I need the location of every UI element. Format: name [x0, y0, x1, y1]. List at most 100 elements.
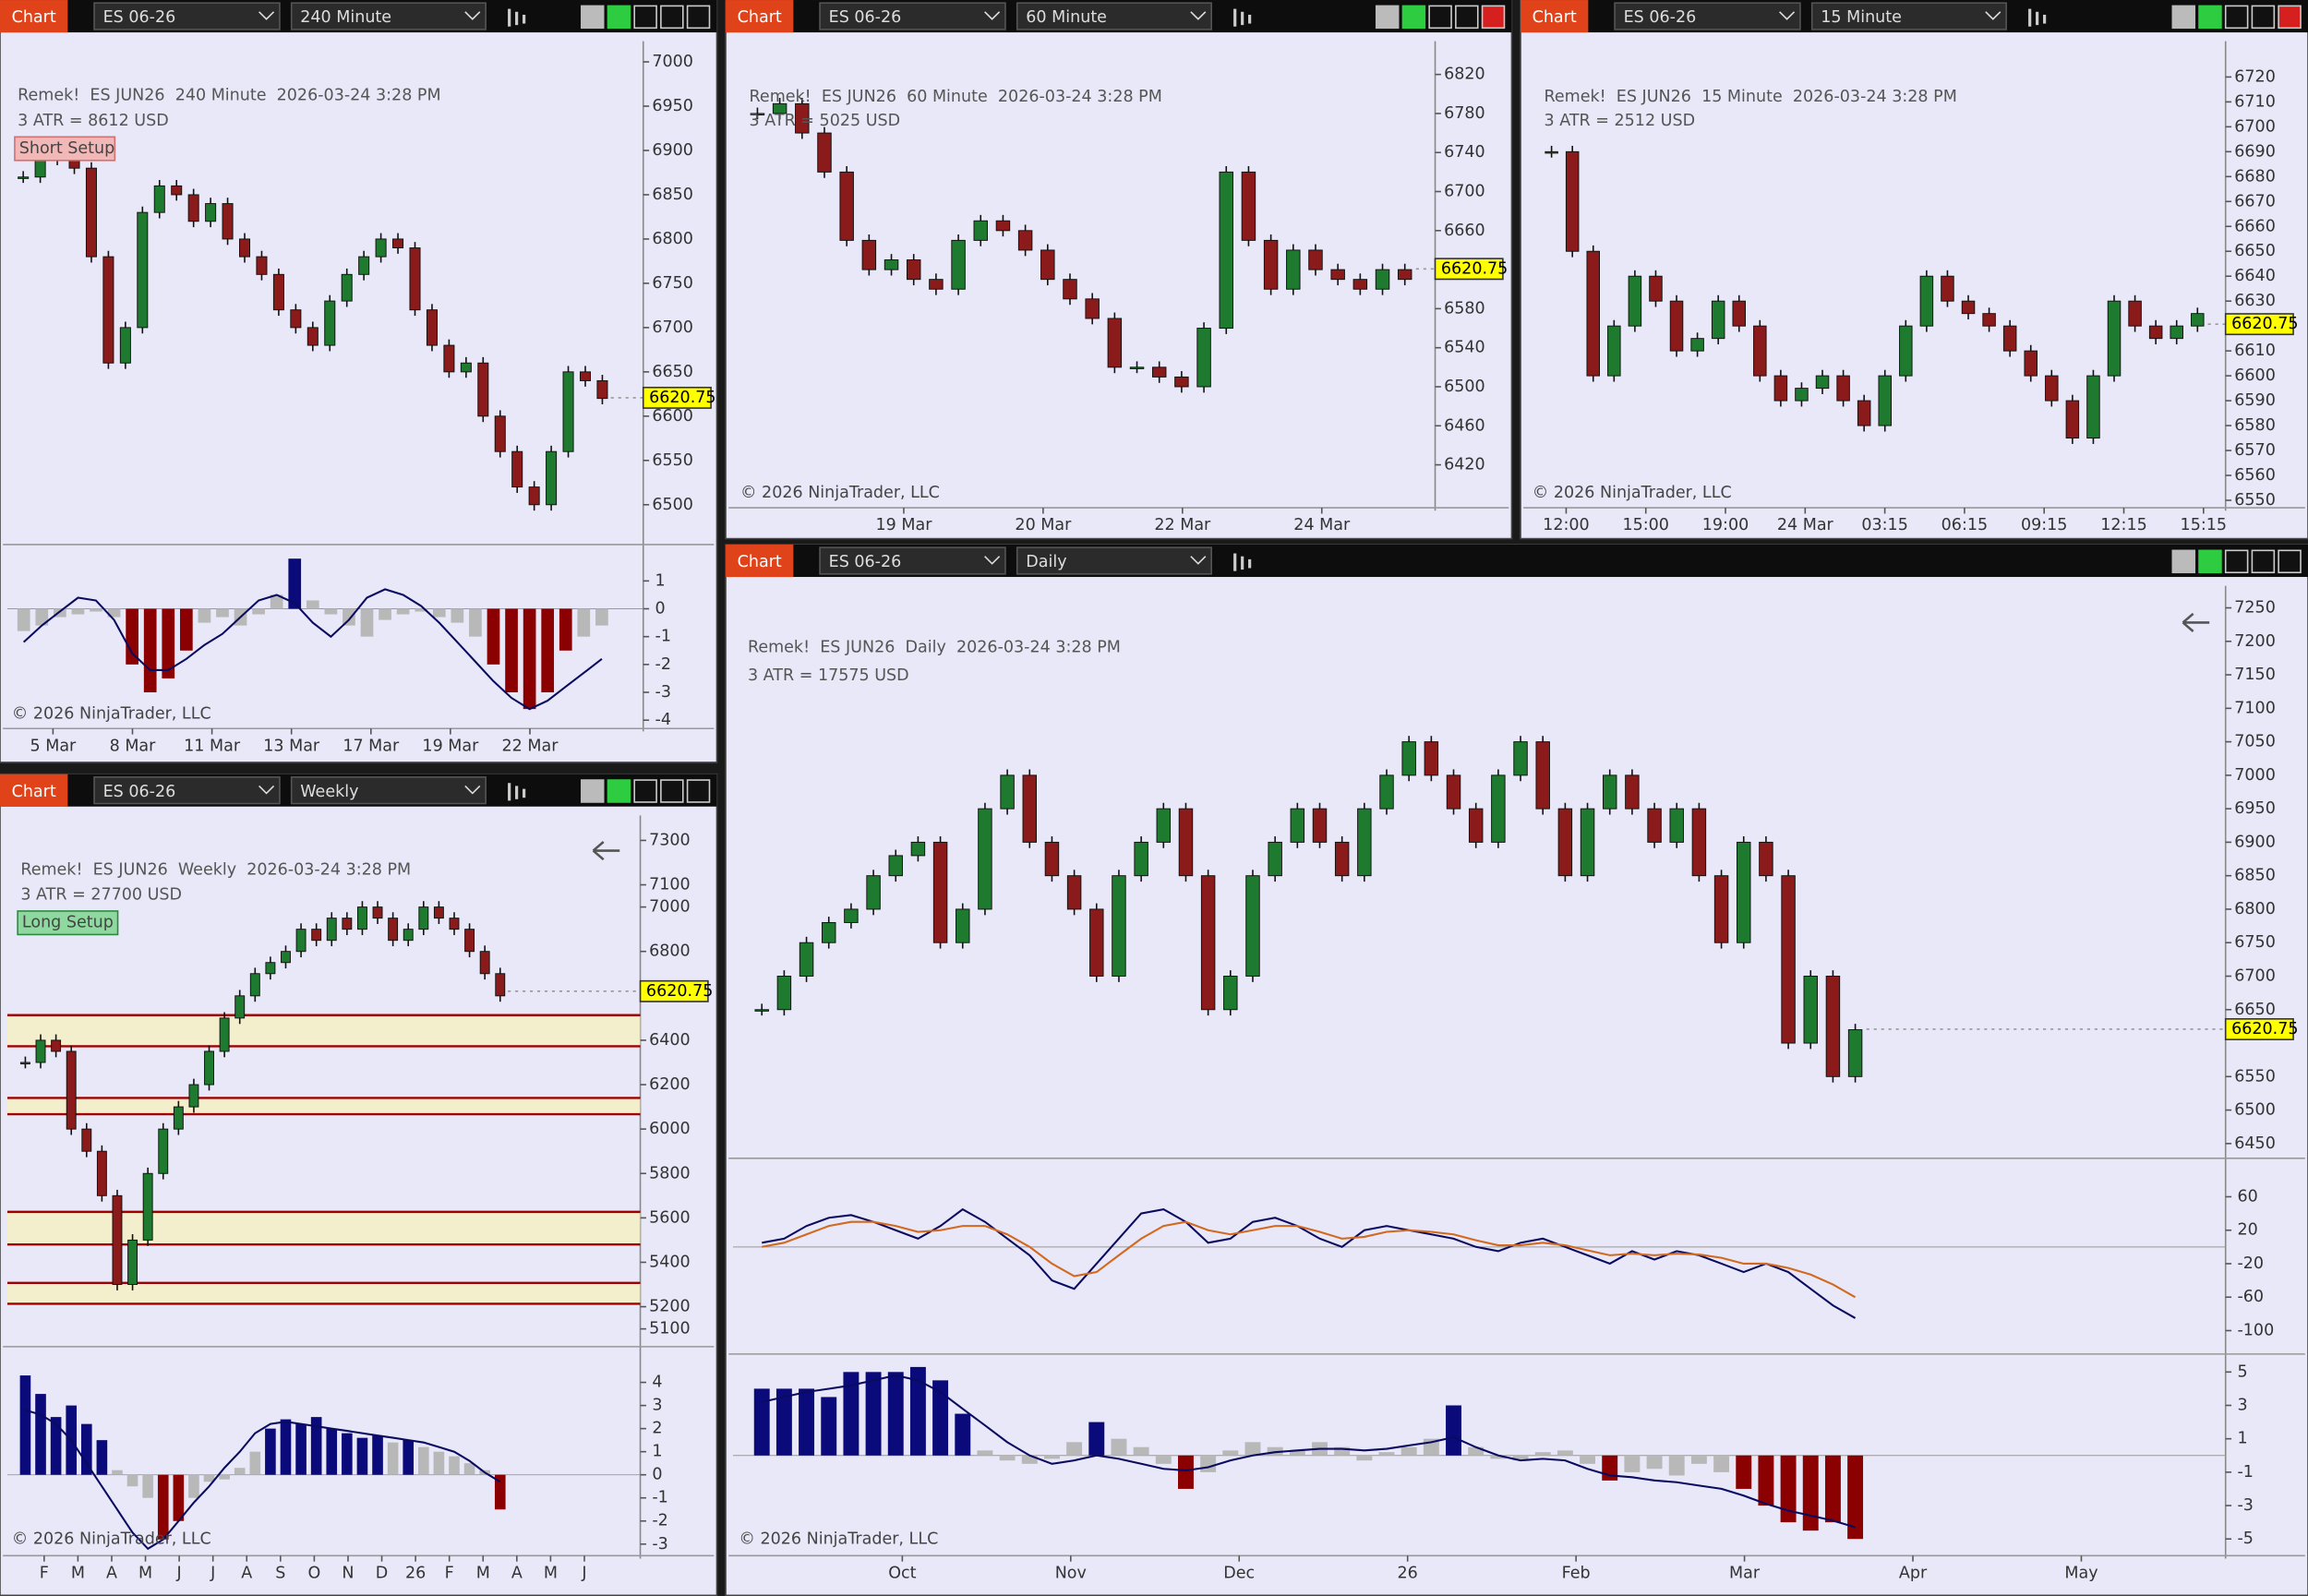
- interval-select[interactable]: [290, 776, 487, 805]
- window-button[interactable]: [1455, 5, 1479, 30]
- x-tick-label: M: [476, 1564, 490, 1582]
- window-button[interactable]: [2171, 5, 2196, 30]
- last-price-marker: [2224, 313, 2294, 336]
- candle: [238, 238, 251, 258]
- window-button[interactable]: [580, 5, 605, 30]
- bar-style-icon[interactable]: [515, 786, 519, 799]
- window-button[interactable]: [2171, 549, 2196, 574]
- window-button[interactable]: [2224, 5, 2249, 30]
- instrument-select[interactable]: [93, 2, 281, 30]
- bar-style-icon[interactable]: [508, 783, 511, 801]
- histogram-bar: [799, 1388, 815, 1456]
- bar-style-icon[interactable]: [1248, 558, 1252, 569]
- bar-style-icon[interactable]: [2036, 11, 2039, 26]
- candle: [978, 808, 992, 910]
- candle: [127, 1239, 138, 1286]
- x-tick-label: 24 Mar: [1777, 516, 1834, 534]
- candle: [1535, 741, 1550, 810]
- window-button[interactable]: [633, 779, 657, 803]
- x-tick-label: 13 Mar: [263, 737, 320, 755]
- window-button[interactable]: [2251, 5, 2276, 30]
- close-button[interactable]: [2278, 549, 2302, 574]
- chart-tab[interactable]: [726, 544, 794, 578]
- window-button[interactable]: [580, 779, 605, 803]
- candle: [1156, 808, 1172, 843]
- x-tick-label: D: [376, 1564, 389, 1582]
- candle: [477, 362, 489, 417]
- candle: [51, 1039, 62, 1052]
- candle: [1375, 269, 1390, 290]
- interval-select[interactable]: [1810, 2, 2007, 30]
- candle: [18, 176, 30, 179]
- interval-select[interactable]: [1016, 546, 1212, 575]
- chart-tab[interactable]: [0, 774, 68, 807]
- window-button[interactable]: [2251, 549, 2276, 574]
- chart-tab[interactable]: [0, 0, 68, 33]
- window-button[interactable]: [2198, 549, 2222, 574]
- window-button[interactable]: [1428, 5, 1452, 30]
- close-button[interactable]: [686, 779, 711, 803]
- window-button[interactable]: [607, 779, 631, 803]
- bar-style-icon[interactable]: [523, 14, 526, 24]
- x-tick-label: F: [40, 1564, 49, 1582]
- back-arrow[interactable]: [2182, 612, 2210, 632]
- bar-style-icon[interactable]: [2028, 8, 2032, 27]
- bar-style-icon[interactable]: [515, 11, 519, 26]
- candle: [1085, 298, 1100, 319]
- histogram-bar: [1646, 1455, 1663, 1470]
- bar-style-icon[interactable]: [1233, 553, 1237, 571]
- chart-tab[interactable]: [1521, 0, 1589, 33]
- y-tick-label: 6600: [2234, 366, 2276, 385]
- window-button[interactable]: [633, 5, 657, 30]
- instrument-select[interactable]: [819, 546, 1006, 575]
- bar-style-icon[interactable]: [1241, 556, 1244, 570]
- candle: [1491, 774, 1506, 843]
- bar-style-icon[interactable]: [1233, 8, 1237, 27]
- instrument-select[interactable]: [1614, 2, 1801, 30]
- back-arrow[interactable]: [592, 841, 620, 861]
- close-button[interactable]: [686, 5, 711, 30]
- x-tick-label: 12:15: [2100, 516, 2146, 534]
- candle: [1815, 375, 1830, 390]
- close-button[interactable]: [1481, 5, 1506, 30]
- window-button[interactable]: [1375, 5, 1400, 30]
- y-tick-label: 6800: [2234, 900, 2276, 918]
- y-tick-label: 6750: [2234, 933, 2276, 952]
- bar-style-icon[interactable]: [523, 788, 526, 798]
- window-button[interactable]: [607, 5, 631, 30]
- histogram-bar: [372, 1435, 383, 1475]
- interval-select[interactable]: [290, 2, 487, 30]
- histogram-bar: [577, 608, 591, 637]
- candle: [1308, 249, 1323, 270]
- candle: [119, 327, 131, 364]
- x-tick-label: J: [210, 1564, 215, 1582]
- instrument-select[interactable]: [93, 776, 281, 805]
- window-button[interactable]: [1401, 5, 1426, 30]
- window-button[interactable]: [2198, 5, 2222, 30]
- candle: [1628, 275, 1642, 327]
- x-tick-label: 8 Mar: [110, 737, 157, 755]
- bar-style-icon[interactable]: [1241, 11, 1244, 26]
- instrument-select[interactable]: [819, 2, 1006, 30]
- bar-style-icon[interactable]: [1248, 14, 1252, 24]
- histogram-bar: [143, 608, 157, 693]
- close-button[interactable]: [2278, 5, 2302, 30]
- window-button[interactable]: [2224, 549, 2249, 574]
- window-button[interactable]: [660, 779, 684, 803]
- bar-style-icon[interactable]: [2043, 14, 2047, 24]
- y-tick-label: 6660: [2234, 217, 2276, 235]
- window-button[interactable]: [660, 5, 684, 30]
- bar-style-icon[interactable]: [508, 8, 511, 27]
- chart-tab[interactable]: [726, 0, 794, 33]
- interval-select[interactable]: [1016, 2, 1212, 30]
- candle: [754, 1009, 769, 1012]
- y-tick-label: -1: [655, 628, 671, 646]
- histogram-bar: [295, 1423, 307, 1475]
- histogram-bar: [1289, 1450, 1305, 1456]
- candle: [137, 211, 149, 329]
- candle: [2002, 325, 2017, 352]
- chart-title: Remek! ES JUN26 240 Minute 2026-03-24 3:…: [18, 87, 440, 105]
- y-tick-label: 6400: [649, 1031, 691, 1050]
- x-tick-label: Dec: [1223, 1564, 1255, 1582]
- copyright: © 2026 NinjaTrader, LLC: [739, 1530, 938, 1549]
